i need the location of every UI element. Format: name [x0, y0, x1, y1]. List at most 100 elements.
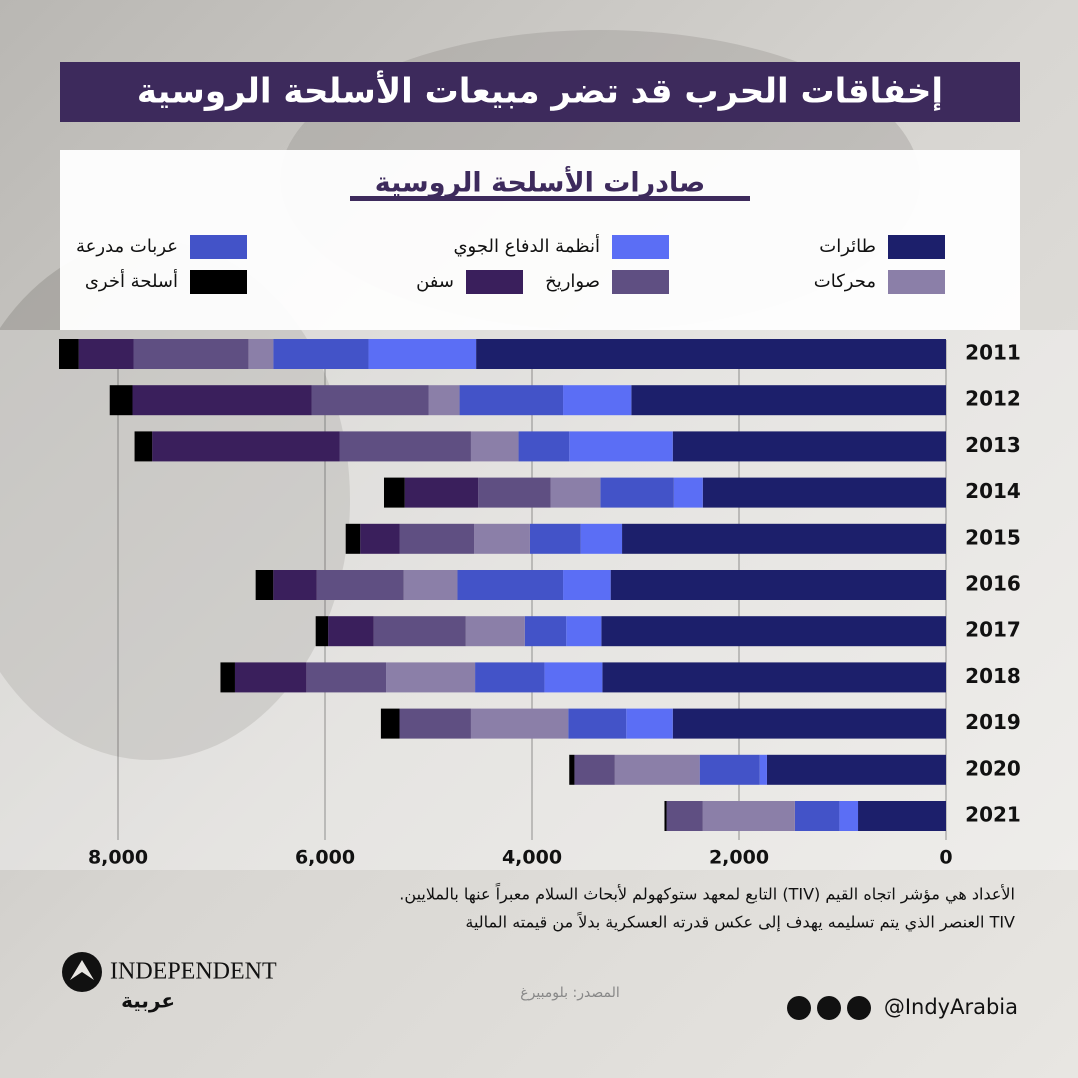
legend-label: أنظمة الدفاع الجوي	[453, 234, 600, 257]
bar-segment	[306, 662, 387, 693]
bar-segment	[614, 754, 700, 785]
bar-segment	[404, 477, 479, 508]
legend-swatch	[612, 270, 669, 294]
bar-segment	[566, 616, 602, 647]
chart-subtitle: صادرات الأسلحة الروسية	[375, 166, 706, 199]
logo-eagle	[70, 960, 94, 980]
legend: طائرات أنظمة الدفاع الجوي عربات مدرعة محركا…	[76, 234, 945, 294]
bar-segment	[622, 523, 946, 554]
bar-segment	[631, 385, 946, 416]
source: المصدر: بلومبيرغ	[520, 985, 619, 1001]
bar-segment	[672, 431, 946, 462]
bar-segment	[478, 477, 551, 508]
bar-segment	[602, 662, 946, 693]
bar-segment	[524, 616, 567, 647]
y-tick-label: 2017	[965, 618, 1021, 642]
bar-segment	[470, 708, 569, 739]
x-tick-label: 0	[939, 847, 952, 869]
bar-segment	[339, 431, 471, 462]
legend-swatch	[190, 235, 247, 259]
bar-segment	[610, 570, 946, 600]
y-tick-label: 2014	[965, 479, 1021, 503]
bar-segment	[345, 523, 361, 554]
bar-segment	[626, 708, 673, 739]
facebook-icon[interactable]	[817, 996, 841, 1020]
bar-segment	[465, 616, 525, 647]
bar-segment	[574, 754, 615, 785]
legend-label: أسلحة أخرى	[85, 269, 178, 292]
bar-segment	[839, 801, 859, 831]
y-tick-label: 2012	[965, 387, 1021, 411]
bar-segment	[544, 662, 603, 693]
y-tick-label: 2019	[965, 710, 1021, 734]
logo: INDEPENDENT	[110, 959, 277, 985]
bar-segment	[476, 339, 946, 369]
title-bar	[60, 62, 1020, 122]
x-tick-label: 2,000	[709, 847, 769, 869]
bar-segment	[474, 523, 530, 554]
bar-segment	[386, 662, 476, 693]
y-tick-label: 2020	[965, 756, 1021, 780]
chart-title: إخفاقات الحرب قد تضر مبيعات الأسلحة الرو…	[137, 70, 943, 112]
bar-segment	[316, 570, 404, 600]
bar-segment	[220, 662, 235, 693]
bar-segment	[672, 708, 946, 739]
bar-segment	[766, 754, 946, 785]
legend-label: سفن	[416, 271, 454, 292]
y-tick-label: 2018	[965, 664, 1021, 688]
instagram-icon[interactable]	[847, 996, 871, 1020]
bar-segment	[134, 431, 153, 462]
bar-segment	[563, 570, 611, 600]
bar-segment	[315, 616, 329, 647]
bar-segment	[459, 385, 564, 416]
bar-segment	[666, 801, 703, 831]
plot: 0 2,000 4,000 6,000 8,000 2011 2012 2013 2014 201…	[59, 339, 1021, 869]
legend-swatch	[466, 270, 523, 294]
bar-segment	[794, 801, 840, 831]
bar-segment	[273, 570, 317, 600]
bar-segment	[568, 708, 627, 739]
legend-label: طائرات	[819, 236, 876, 257]
x-tick-label: 4,000	[502, 847, 562, 869]
x-tick-label: 6,000	[295, 847, 355, 869]
bar-segment	[457, 570, 564, 600]
bar-segment	[311, 385, 429, 416]
note: الأعداد هي مؤشر اتجاه القيم (TIV) التابع…	[399, 882, 1015, 905]
y-tick-label: 2013	[965, 433, 1021, 457]
bar-segment	[132, 385, 312, 416]
bar-segment	[673, 477, 703, 508]
bar-segment	[563, 385, 632, 416]
y-tick-label: 2015	[965, 525, 1021, 549]
bar-segment	[109, 385, 133, 416]
legend-label: صواريخ	[545, 271, 600, 292]
logo-sub: عربية	[121, 989, 175, 1013]
bar-segment	[380, 708, 400, 739]
bar-segment	[399, 523, 475, 554]
bar-segment	[328, 616, 374, 647]
bar-segment	[664, 801, 667, 831]
y-tick-label: 2021	[965, 803, 1021, 827]
x-tick-label: 8,000	[88, 847, 148, 869]
bar-segment	[373, 616, 466, 647]
bar-segment	[475, 662, 545, 693]
bar-segment	[234, 662, 307, 693]
bar-segment	[59, 339, 79, 369]
bar-segment	[255, 570, 274, 600]
legend-swatch	[888, 270, 945, 294]
bar-segment	[470, 431, 519, 462]
legend-label: محركات	[814, 271, 876, 292]
bar-segment	[248, 339, 274, 369]
legend-swatch	[612, 235, 669, 259]
bar-segment	[550, 477, 601, 508]
bar-segment	[518, 431, 570, 462]
background-shade	[0, 240, 350, 760]
legend-swatch	[888, 235, 945, 259]
bar-segment	[368, 339, 477, 369]
bar-segment	[133, 339, 249, 369]
bar-segment	[403, 570, 458, 600]
bar-segment	[529, 523, 581, 554]
bar-segment	[759, 754, 767, 785]
bar-segment	[569, 431, 673, 462]
twitter-icon[interactable]	[787, 996, 811, 1020]
